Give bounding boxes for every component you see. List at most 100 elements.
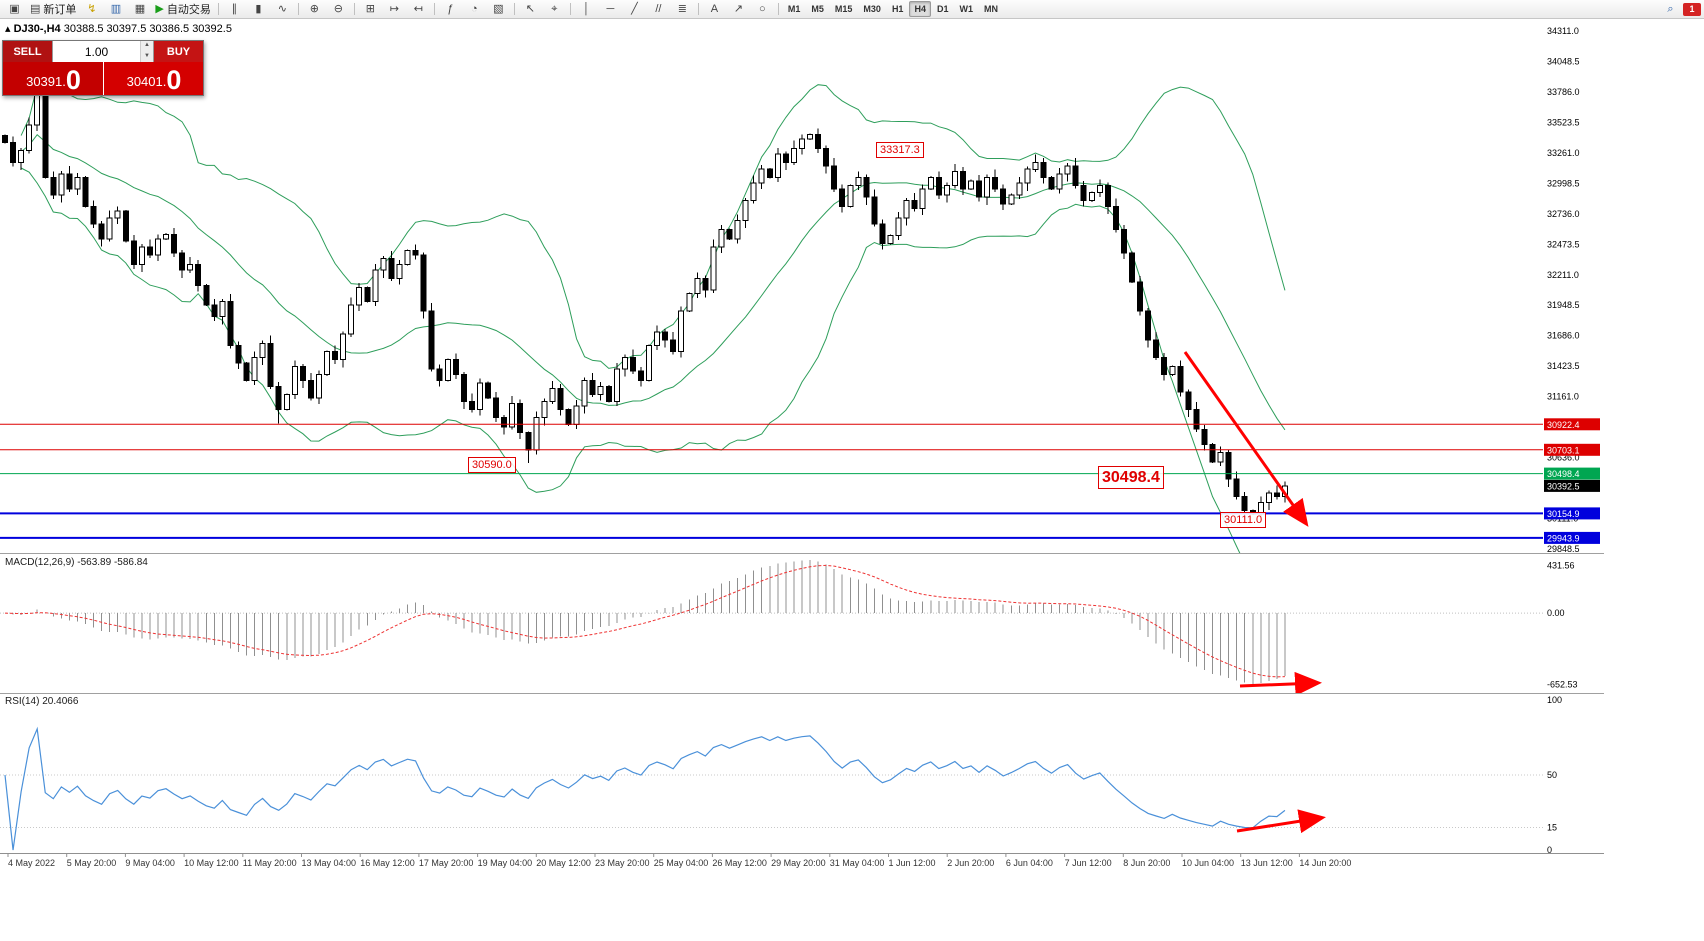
svg-text:30922.4: 30922.4 xyxy=(1547,420,1580,430)
svg-text:6 Jun 04:00: 6 Jun 04:00 xyxy=(1006,858,1053,868)
search-button[interactable]: ⌕ xyxy=(1659,0,1682,18)
bar-chart-button[interactable]: ∥ xyxy=(223,0,246,18)
search-icon: ⌕ xyxy=(1667,3,1674,15)
text-tool-button[interactable]: A xyxy=(703,0,726,18)
new-order-button[interactable]: ▤ 新订单 xyxy=(27,0,79,18)
text-tool-icon: A xyxy=(710,3,719,15)
trend-line-icon: ╱ xyxy=(631,3,638,15)
timeframe-m5-button[interactable]: M5 xyxy=(811,4,824,14)
horizontal-line-icon: ─ xyxy=(606,3,615,15)
price-annotation-30498[interactable]: 30498.4 xyxy=(1098,466,1164,489)
svg-text:11 May 20:00: 11 May 20:00 xyxy=(243,858,297,868)
timeframe-w1-button[interactable]: W1 xyxy=(959,4,973,14)
tile-windows-button[interactable]: ⊞ xyxy=(359,0,382,18)
horizontal-level-lines[interactable]: 30922.4 30703.1 30498.4 30154.9 29943.9 xyxy=(0,418,1600,544)
svg-text:34048.5: 34048.5 xyxy=(1547,57,1580,67)
svg-text:26 May 12:00: 26 May 12:00 xyxy=(712,858,767,868)
svg-text:25 May 04:00: 25 May 04:00 xyxy=(654,858,709,868)
market-watch-button[interactable]: ▥ xyxy=(104,0,127,18)
candlestick-chart-icon: ▮ xyxy=(255,3,262,15)
svg-text:29943.9: 29943.9 xyxy=(1547,533,1580,543)
price-annotation-30111[interactable]: 30111.0 xyxy=(1220,512,1267,528)
svg-text:33523.5: 33523.5 xyxy=(1547,117,1580,127)
sell-price-display[interactable]: 30391. 0 xyxy=(3,62,103,95)
horizontal-line-button[interactable]: ─ xyxy=(599,0,622,18)
trend-line-button[interactable]: ╱ xyxy=(623,0,646,18)
notifications-badge[interactable]: 1 xyxy=(1683,2,1701,16)
toolbar-separator xyxy=(569,3,571,15)
enable-ea-button[interactable]: ↯ xyxy=(80,0,103,18)
timeframe-mn-button[interactable]: MN xyxy=(983,4,998,14)
rsi-panel[interactable]: 100 50 15 0 xyxy=(0,693,1604,853)
templates-button[interactable]: ▧ xyxy=(487,0,510,18)
toolbar-timeframes-group: M1 M5 M15 M30 H1 H4 D1 W1 MN xyxy=(783,1,1003,17)
macd-axis[interactable]: 431.56 0.00 -652.53 xyxy=(1547,561,1578,690)
time-axis-labels[interactable]: 4 May 2022 5 May 20:00 9 May 04:00 10 May 1… xyxy=(7,854,1351,868)
svg-text:31686.0: 31686.0 xyxy=(1547,331,1580,341)
rsi-arrow[interactable] xyxy=(1236,809,1326,834)
toolbar-separator xyxy=(353,3,355,15)
trend-arrow[interactable] xyxy=(1183,351,1309,527)
macd-arrow[interactable] xyxy=(1239,671,1322,693)
volume-input[interactable] xyxy=(53,41,140,62)
vertical-line-button[interactable]: │ xyxy=(575,0,598,18)
zoom-out-icon: ⊖ xyxy=(333,3,343,15)
zoom-in-icon: ⊕ xyxy=(309,3,319,15)
line-chart-button[interactable]: ∿ xyxy=(271,0,294,18)
chart-shift-button[interactable]: ↤ xyxy=(407,0,430,18)
time-axis[interactable]: 4 May 2022 5 May 20:00 9 May 04:00 10 May 1… xyxy=(0,853,1604,873)
new-chart-button[interactable]: ▣ xyxy=(3,0,26,18)
timeframe-h1-button[interactable]: H1 xyxy=(891,4,904,14)
sell-button[interactable]: SELL xyxy=(3,41,52,62)
indicators-icon: ƒ xyxy=(447,3,454,15)
crosshair-button[interactable]: ⌖ xyxy=(543,0,566,18)
buy-price-display[interactable]: 30401. 0 xyxy=(103,62,203,95)
candlestick-chart-button[interactable]: ▮ xyxy=(247,0,270,18)
svg-text:33261.0: 33261.0 xyxy=(1547,148,1580,158)
periods-button[interactable]: ◔ xyxy=(463,0,486,18)
svg-text:31161.0: 31161.0 xyxy=(1547,392,1579,402)
new-chart-icon: ▣ xyxy=(9,3,20,15)
volume-decrease-button[interactable]: ▼ xyxy=(141,51,153,62)
svg-text:10 Jun 04:00: 10 Jun 04:00 xyxy=(1182,858,1234,868)
volume-increase-button[interactable]: ▲ xyxy=(141,41,153,52)
buy-button[interactable]: BUY xyxy=(154,41,203,62)
main-price-chart[interactable]: 34311.0 34048.5 33786.0 33523.5 33261.0 32998… xyxy=(0,18,1604,553)
zoom-in-button[interactable]: ⊕ xyxy=(303,0,326,18)
zoom-out-button[interactable]: ⊖ xyxy=(327,0,350,18)
auto-scroll-icon: ↦ xyxy=(389,3,399,15)
data-window-icon: ▦ xyxy=(134,3,146,15)
svg-text:10 May 12:00: 10 May 12:00 xyxy=(184,858,239,868)
sell-price-main: 30391. xyxy=(26,74,66,89)
svg-text:13 May 04:00: 13 May 04:00 xyxy=(302,858,357,868)
symbol-marker-icon: ▴ xyxy=(5,23,11,35)
macd-panel[interactable]: 431.56 0.00 -652.53 xyxy=(0,553,1604,693)
arrow-tool-button[interactable]: ↗ xyxy=(727,0,750,18)
price-annotation-33317[interactable]: 33317.3 xyxy=(876,142,924,158)
periods-icon: ◔ xyxy=(471,3,478,15)
channel-button[interactable]: // xyxy=(647,0,670,18)
price-annotation-30590[interactable]: 30590.0 xyxy=(468,457,516,473)
svg-text:50: 50 xyxy=(1547,770,1557,780)
autotrading-button[interactable]: ▶ 自动交易 xyxy=(152,0,213,18)
indicators-button[interactable]: ƒ xyxy=(439,0,462,18)
timeframe-h4-button[interactable]: H4 xyxy=(909,1,931,17)
auto-scroll-button[interactable]: ↦ xyxy=(383,0,406,18)
rsi-axis[interactable]: 100 50 15 0 xyxy=(1547,695,1562,853)
line-chart-icon: ∿ xyxy=(277,3,287,15)
timeframe-m30-button[interactable]: M30 xyxy=(863,4,881,14)
timeframe-m1-button[interactable]: M1 xyxy=(787,4,801,14)
data-window-button[interactable]: ▦ xyxy=(128,0,151,18)
shapes-tool-button[interactable]: ○ xyxy=(751,0,774,18)
bar-chart-icon: ∥ xyxy=(231,3,238,15)
timeframe-d1-button[interactable]: D1 xyxy=(936,4,949,14)
svg-text:15: 15 xyxy=(1547,823,1557,833)
toolbar-separator xyxy=(777,3,779,15)
cursor-button[interactable]: ↖ xyxy=(519,0,542,18)
fibonacci-button[interactable]: ≣ xyxy=(671,0,694,18)
enable-ea-icon: ↯ xyxy=(87,3,97,15)
timeframe-m15-button[interactable]: M15 xyxy=(834,4,853,14)
svg-text:0.00: 0.00 xyxy=(1547,608,1565,618)
market-watch-icon: ▥ xyxy=(110,3,122,15)
